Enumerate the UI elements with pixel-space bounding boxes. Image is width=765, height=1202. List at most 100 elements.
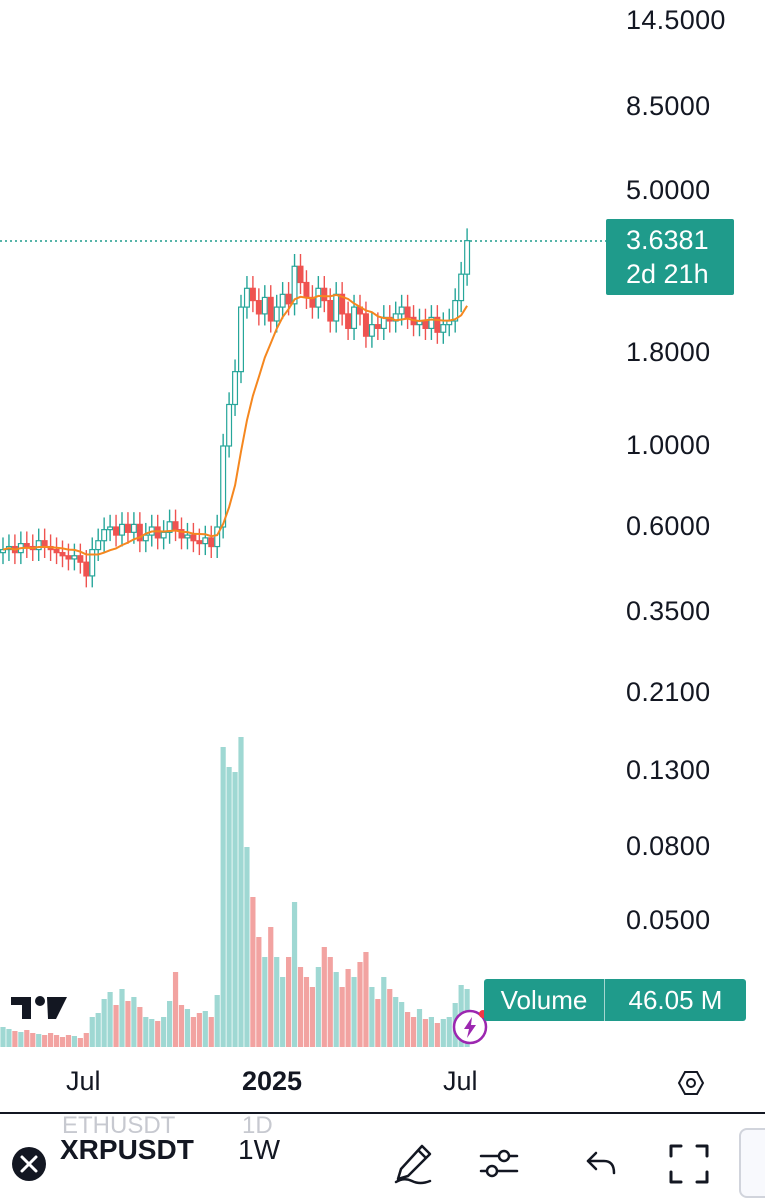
candle-body [303,281,310,299]
volume-bar [59,1037,66,1047]
candle-body [434,316,441,333]
volume-bar [268,927,274,1047]
candle-body [458,273,465,302]
time-label-jul-2: Jul [443,1066,478,1096]
candle-body [362,313,369,337]
volume-value: 46.05 M [628,984,723,1015]
volume-bar [428,1017,434,1047]
symbol-button[interactable]: XRPUSDT [60,1134,194,1165]
price-chart[interactable] [0,0,765,1110]
interval-button[interactable]: 1W [238,1134,280,1165]
candle-body [124,523,131,533]
volume-bar [244,847,250,1047]
candle-body [77,555,84,563]
price-axis-label: 0.2100 [626,677,711,707]
candle-body [267,296,274,322]
candle-body [422,320,429,330]
candle-body [23,543,30,548]
volume-bar [65,1035,72,1047]
flash-icon[interactable] [452,1009,488,1045]
volume-bar [405,1012,411,1047]
volume-bar [434,1023,440,1047]
sliders-icon[interactable] [478,1143,520,1183]
candle-body [297,265,304,284]
candle-body [291,265,298,305]
candlesticks [0,228,471,588]
volume-bar [155,1021,161,1047]
candle-body [136,523,143,542]
candle-body [368,324,375,337]
volume-bar [172,972,179,1047]
volume-bar [89,1017,95,1047]
price-axis-label: 5.0000 [626,175,711,205]
candle-body [374,324,381,330]
candle-body [327,299,334,322]
candle-body [35,540,42,551]
ghost-symbol: ETHUSDT [62,1112,176,1139]
volume-bar [220,747,226,1047]
volume-bar [303,977,310,1047]
volume-bar [95,1013,101,1047]
volume-bar [202,1011,208,1047]
candle-body [243,287,250,308]
candle-body [196,540,203,545]
candle-body [238,306,245,373]
candle-body [130,523,137,533]
volume-bar [357,962,363,1047]
volume-bar [369,987,375,1047]
volume-bar [250,897,256,1047]
volume-bar [416,1009,423,1047]
candle-body [428,316,435,330]
bar-countdown: 2d 21h [626,259,709,289]
volume-bar [77,1038,83,1047]
candle-body [202,537,209,545]
last-price-value: 3.6381 [626,225,709,255]
volume-bar [190,1017,196,1047]
undo-icon[interactable] [584,1147,618,1181]
volume-bar [321,947,327,1047]
volume-bar [274,957,280,1047]
pencil-draw-icon[interactable] [392,1141,436,1185]
volume-bar [297,967,304,1047]
candle-body [440,324,447,333]
tradingview-logo-icon [11,996,67,1019]
candle-body [232,371,239,406]
price-axis-label: 0.1300 [626,755,711,785]
bottom-toolbar: ETHUSDT 1D [0,1112,765,1202]
volume-bar [113,1005,119,1047]
volume-bar [226,767,232,1047]
volume-bar [345,969,351,1047]
volume-bar [149,1019,155,1047]
volume-bar [339,987,345,1047]
volume-bar [196,1013,202,1047]
candle-body [166,521,173,533]
volume-indicator-tag[interactable]: Volume 46.05 M [484,979,746,1021]
volume-bar [36,1034,42,1047]
volume-bar [12,1031,18,1047]
candle-body [220,445,227,528]
candle-body [95,540,102,551]
price-axis-label: 14.5000 [626,5,726,35]
volume-bar [256,937,262,1047]
volume-bar [363,952,369,1047]
volume-bar [0,1027,6,1047]
candle-body [452,299,459,322]
edge-panel[interactable] [739,1128,765,1198]
fullscreen-icon[interactable] [668,1143,710,1185]
volume-bar [208,1017,214,1047]
candle-body [333,293,340,322]
candle-body [214,526,221,548]
volume-bar [440,1019,446,1047]
ghost-interval: 1D [242,1112,273,1139]
time-label-year: 2025 [242,1066,303,1096]
settings-hexagon-icon[interactable] [677,1071,705,1095]
volume-bar [381,977,387,1047]
candle-body [351,306,358,330]
volume-bars [0,737,470,1047]
volume-bar [262,957,268,1047]
close-circle-icon[interactable] [10,1145,48,1183]
volume-bar [71,1036,77,1047]
candle-body [273,306,280,322]
candle-body [279,293,286,308]
volume-bar [167,1001,173,1047]
